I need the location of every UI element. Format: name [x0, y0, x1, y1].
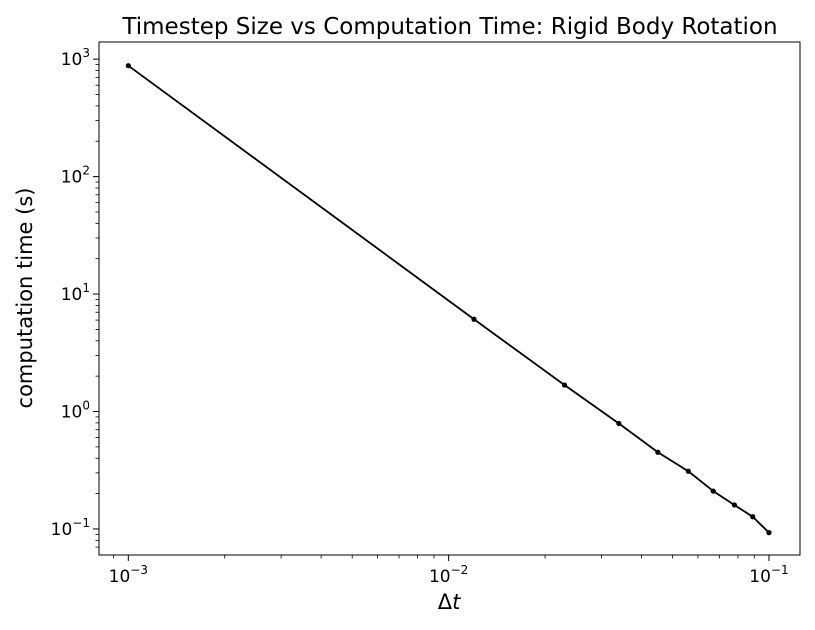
y-tick-label-base: 10 — [61, 50, 83, 70]
y-tick-label: 101 — [61, 281, 90, 305]
series-layer — [125, 63, 772, 536]
y-tick-label-base: 10 — [61, 402, 83, 422]
x-tick-label: 10−3 — [109, 563, 148, 587]
y-tick-label-exponent: 3 — [82, 46, 90, 60]
x-tick-label-exponent: −3 — [130, 563, 148, 577]
data-point — [616, 420, 622, 427]
x-tick-label: 10−2 — [429, 563, 468, 587]
y-tick-label: 10−1 — [51, 516, 90, 540]
data-point — [731, 502, 737, 508]
y-tick-label: 103 — [61, 46, 90, 70]
y-tick-label-base: 10 — [61, 168, 83, 188]
data-point — [125, 63, 131, 69]
data-point — [766, 530, 772, 536]
y-tick-label-base: 10 — [61, 285, 83, 305]
x-axis-label-delta: Δ — [438, 590, 453, 614]
data-point — [685, 468, 691, 474]
x-tick-label-base: 10 — [429, 567, 451, 587]
y-tick-label-exponent: 1 — [82, 281, 90, 295]
minor-ticks — [95, 64, 755, 559]
series-line — [127, 64, 770, 534]
x-tick-label-base: 10 — [109, 567, 131, 587]
y-tick-label-exponent: 2 — [82, 164, 90, 178]
data-point — [750, 514, 756, 520]
y-tick-label-base: 10 — [51, 520, 73, 540]
x-tick-label-base: 10 — [749, 567, 771, 587]
x-axis-label-var: t — [452, 590, 461, 614]
y-tick-label: 102 — [61, 164, 90, 188]
x-tick-label: 10−1 — [749, 563, 788, 587]
plot-area-frame — [98, 41, 801, 556]
x-tick-label-exponent: −1 — [771, 563, 789, 577]
y-tick-label: 100 — [61, 398, 90, 422]
data-point — [710, 488, 716, 494]
y-tick-label-exponent: 0 — [82, 398, 90, 412]
x-tick-label-exponent: −2 — [451, 563, 469, 577]
y-axis-label: computation time (s) — [13, 188, 37, 409]
y-tick-label-exponent: −1 — [72, 516, 90, 530]
x-axis-label: Δt — [438, 590, 461, 614]
data-point — [561, 382, 568, 388]
chart-title: Timestep Size vs Computation Time: Rigid… — [121, 14, 777, 40]
x-axis: 10−3 10−2 10−1 — [109, 555, 789, 587]
data-point — [471, 316, 477, 322]
data-point — [655, 449, 661, 455]
